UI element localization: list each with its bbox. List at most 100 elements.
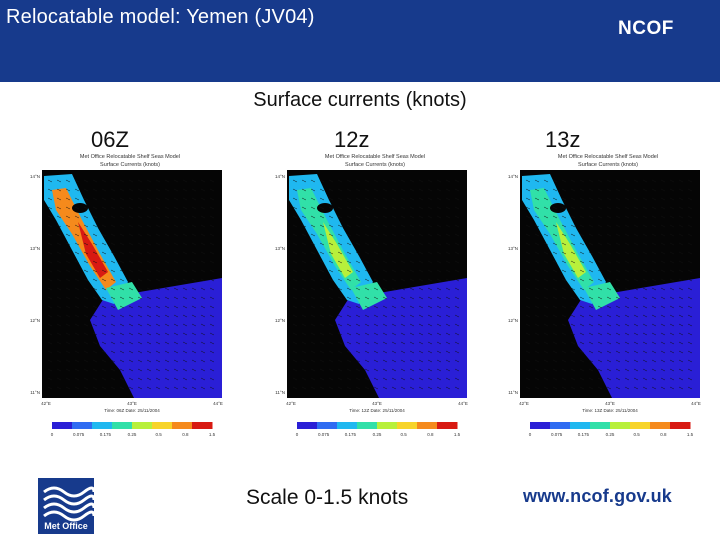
x-tick-label: 42°E (519, 401, 529, 406)
current-core (323, 222, 353, 278)
scale-note: Scale 0-1.5 knots (246, 486, 409, 509)
strait-water (584, 282, 620, 310)
island (72, 203, 88, 213)
colorbar-segment (570, 422, 591, 429)
colorbar-segment (337, 422, 358, 429)
colorbar-segment (550, 422, 571, 429)
colorbar-tick: 0.25 (373, 432, 382, 437)
colorbar-segment (317, 422, 338, 429)
plot-title: Met Office Relocatable Shelf Seas Model (80, 154, 180, 160)
plot-subtitle: Surface Currents (knots) (578, 162, 638, 168)
y-tick-label: 13°N (30, 246, 40, 251)
colorbar-segment (630, 422, 651, 429)
current-core (556, 222, 586, 278)
met-office-label: Met Office (44, 521, 88, 531)
colorbar-tick: 1.5 (687, 432, 694, 437)
colorbar-tick: 0.8 (427, 432, 434, 437)
colorbar-segment (92, 422, 113, 429)
plot-time-date: Time: 12Z Date: 25/11/2004 (349, 408, 405, 413)
colorbar-tick: 0.8 (660, 432, 667, 437)
colorbar-segment (590, 422, 611, 429)
colorbar-tick: 0.175 (578, 432, 590, 437)
x-tick-label: 44°E (213, 401, 223, 406)
colorbar-segment (297, 422, 318, 429)
colorbar-tick: 0.5 (156, 432, 163, 437)
x-tick-label: 43°E (127, 401, 137, 406)
plot-subtitle: Surface Currents (knots) (100, 162, 160, 168)
colorbar-segment (72, 422, 93, 429)
current-vectors (47, 179, 215, 390)
colorbar-tick: 1.5 (454, 432, 461, 437)
colorbar-segment (172, 422, 193, 429)
colorbar-segment (417, 422, 438, 429)
colorbar-segment (52, 422, 73, 429)
current-map-13z: Met Office Relocatable Shelf Seas Model S… (508, 150, 718, 450)
colorbar-tick: 0.25 (128, 432, 137, 437)
y-tick-label: 11°N (30, 390, 40, 395)
colorbar-tick: 0.075 (551, 432, 563, 437)
colorbar-segment (192, 422, 213, 429)
colorbar-segment (112, 422, 133, 429)
y-tick-label: 14°N (275, 174, 285, 179)
website-link[interactable]: www.ncof.gov.uk (523, 486, 673, 506)
colorbar-tick: 0.5 (401, 432, 408, 437)
current-map-12z: Met Office Relocatable Shelf Seas Model S… (275, 150, 485, 450)
x-tick-label: 42°E (286, 401, 296, 406)
time-label-06z: 06Z (91, 127, 129, 152)
met-office-logo: Met Office (38, 478, 96, 534)
colorbar-segment (610, 422, 631, 429)
time-label-13z: 13z (545, 127, 581, 152)
island (550, 203, 566, 213)
y-tick-label: 13°N (275, 246, 285, 251)
colorbar-tick: 1.5 (209, 432, 216, 437)
colorbar-tick: 0.5 (634, 432, 641, 437)
plot-title: Met Office Relocatable Shelf Seas Model (558, 154, 658, 160)
plot-title: Met Office Relocatable Shelf Seas Model (325, 154, 425, 160)
y-tick-label: 12°N (30, 318, 40, 323)
current-vectors (525, 179, 693, 390)
colorbar-segment (437, 422, 458, 429)
colorbar-tick: 0.075 (318, 432, 330, 437)
colorbar-tick: 0 (51, 432, 54, 437)
colorbar-tick: 0 (529, 432, 532, 437)
gulf-of-aden-water (90, 278, 222, 398)
page-title: Relocatable model: Yemen (JV04) (6, 6, 315, 28)
colorbar-segment (132, 422, 153, 429)
colorbar-tick: 0.8 (182, 432, 189, 437)
plot-time-date: Time: 06Z Date: 25/11/2004 (104, 408, 160, 413)
x-tick-label: 43°E (372, 401, 382, 406)
y-tick-label: 12°N (275, 318, 285, 323)
colorbar-tick: 0.175 (100, 432, 112, 437)
gulf-of-aden-water (568, 278, 700, 398)
plot-time-date: Time: 13Z Date: 25/11/2004 (582, 408, 638, 413)
colorbar-segment (357, 422, 378, 429)
current-core (78, 222, 108, 278)
strait-water (351, 282, 387, 310)
colorbar-segment (377, 422, 398, 429)
colorbar-segment (650, 422, 671, 429)
y-tick-label: 14°N (30, 174, 40, 179)
colorbar-tick: 0 (296, 432, 299, 437)
strait-water (106, 282, 142, 310)
x-tick-label: 42°E (41, 401, 51, 406)
met-office-wave-icon (43, 486, 96, 522)
current-map-06z: Met Office Relocatable Shelf Seas Model S… (30, 150, 240, 450)
y-tick-label: 12°N (508, 318, 518, 323)
colorbar-tick: 0.175 (345, 432, 357, 437)
x-tick-label: 44°E (458, 401, 468, 406)
colorbar-segment (152, 422, 173, 429)
slide-subtitle: Surface currents (knots) (253, 89, 467, 111)
gulf-of-aden-water (335, 278, 467, 398)
y-tick-label: 11°N (508, 390, 518, 395)
y-tick-label: 14°N (508, 174, 518, 179)
x-tick-label: 43°E (605, 401, 615, 406)
colorbar-segment (670, 422, 691, 429)
colorbar-segment (530, 422, 551, 429)
time-label-12z: 12z (334, 127, 370, 152)
island (317, 203, 333, 213)
y-tick-label: 13°N (508, 246, 518, 251)
colorbar-tick: 0.075 (73, 432, 85, 437)
ncof-logo: NCOF (618, 18, 674, 39)
y-tick-label: 11°N (275, 390, 285, 395)
colorbar-segment (397, 422, 418, 429)
